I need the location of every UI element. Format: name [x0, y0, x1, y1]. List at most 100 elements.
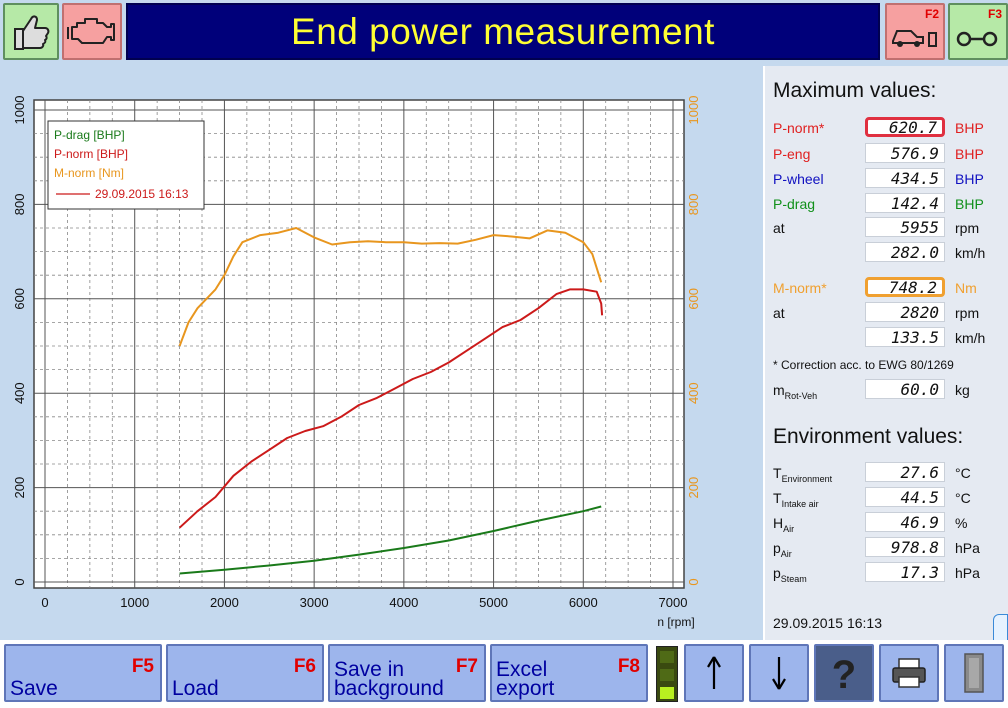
max-row-label: P-norm* [773, 120, 825, 136]
env-label-main: T [773, 465, 782, 481]
page-title: End power measurement [291, 10, 715, 52]
page-title-bar: End power measurement [126, 3, 880, 60]
load-button[interactable]: F6 Load [166, 644, 324, 702]
x-tick-label: 4000 [389, 595, 418, 610]
env-value[interactable]: 17.3 [865, 562, 945, 582]
f3-rollers-button[interactable]: F3 [948, 3, 1008, 60]
load-key: F6 [293, 656, 316, 677]
load-label: Load [172, 677, 219, 700]
max-row-unit: Nm [955, 280, 977, 296]
y-left-tick-label: 800 [12, 194, 27, 216]
f2-car-roller-button[interactable]: F2 [885, 3, 945, 60]
accept-button[interactable] [3, 3, 59, 60]
env-row-p-air: pAir 978.8 hPa [765, 537, 1008, 559]
max-row-label: at [773, 220, 785, 236]
save-in-background-button[interactable]: F7 Save in background [328, 644, 486, 702]
chart-series [178, 227, 604, 575]
env-label-sub: Steam [780, 573, 807, 584]
engine-button[interactable] [62, 3, 122, 60]
env-unit: °C [955, 465, 971, 481]
exit-button[interactable] [944, 644, 1004, 702]
env-label: TIntake air [773, 490, 819, 509]
max-row-value: 142.4 [865, 193, 945, 213]
max-row-torque-at-speed: 133.5 km/h [765, 327, 1008, 349]
y-left-tick-label: 200 [12, 477, 27, 499]
max-row-unit: BHP [955, 120, 984, 136]
series-line-p-drag [179, 505, 602, 575]
env-label: pSteam [773, 565, 807, 584]
max-row-label: M-norm* [773, 280, 827, 296]
print-button[interactable] [879, 644, 939, 702]
env-unit: % [955, 515, 968, 531]
max-row-value: 282.0 [865, 242, 945, 262]
env-value[interactable]: 44.5 [865, 487, 945, 507]
x-tick-label: 7000 [659, 595, 688, 610]
scroll-up-button[interactable] [684, 644, 744, 702]
exit-door-icon [964, 653, 984, 693]
max-row-p-wheel: P-wheel 434.5 BHP [765, 168, 1008, 190]
series-line-m-norm [178, 227, 603, 347]
max-row-unit: BHP [955, 146, 984, 162]
max-row-unit: km/h [955, 245, 986, 261]
env-label-main: T [773, 490, 782, 506]
svg-text:?: ? [832, 653, 856, 697]
env-label-sub: Air [780, 548, 792, 559]
env-value[interactable]: 46.9 [865, 512, 945, 532]
save-background-label-line1: Save in [334, 658, 405, 681]
mass-value[interactable]: 60.0 [865, 379, 945, 399]
x-tick-labels: 0 1000 2000 3000 4000 5000 6000 7000 [41, 595, 687, 610]
max-row-value: 2820 [865, 302, 945, 322]
max-row-label: P-wheel [773, 171, 824, 187]
scroll-down-button[interactable] [749, 644, 809, 702]
rollers-icon [956, 31, 998, 47]
excel-export-key: F8 [617, 656, 640, 677]
env-label-sub: Air [783, 523, 795, 534]
y-left-tick-label: 1000 [12, 96, 27, 125]
env-row-t-intake: TIntake air 44.5 °C [765, 487, 1008, 509]
values-panel: Maximum values: P-norm* 620.7 BHP P-eng … [763, 66, 1008, 640]
legend-item-m-norm: M-norm [Nm] [54, 166, 124, 180]
correction-note: * Correction acc. to EWG 80/1269 [773, 358, 954, 372]
f3-key-label: F3 [987, 7, 1002, 21]
thumbs-up-icon [14, 15, 50, 50]
arrow-up-icon [707, 656, 721, 689]
env-label-main: H [773, 515, 784, 531]
printer-icon [892, 658, 926, 688]
excel-export-button[interactable]: F8 Excel export [490, 644, 648, 702]
env-value[interactable]: 27.6 [865, 462, 945, 482]
save-key: F5 [131, 656, 154, 677]
y-right-tick-label: 200 [686, 477, 701, 499]
max-row-value: 434.5 [865, 168, 945, 188]
y-right-tick-label: 600 [686, 288, 701, 310]
chart-legend: P-drag [BHP] P-norm [BHP] M-norm [Nm] 29… [47, 120, 205, 210]
arrow-down-icon [772, 657, 786, 690]
save-button[interactable]: F5 Save [4, 644, 162, 702]
mass-label: mRot-Veh [773, 382, 817, 401]
env-value[interactable]: 978.8 [865, 537, 945, 557]
max-row-p-drag: P-drag 142.4 BHP [765, 193, 1008, 215]
help-button[interactable]: ? [814, 644, 874, 702]
header-bar: End power measurement F2 F3 [0, 0, 1008, 66]
series-line-p-norm [178, 288, 604, 529]
mass-label-main: m [773, 382, 785, 398]
led-segment-top [660, 651, 674, 663]
max-row-label: P-eng [773, 146, 811, 162]
measurement-datetime: 29.09.2015 16:13 [773, 615, 882, 631]
legend-run-datetime: 29.09.2015 16:13 [95, 187, 189, 201]
env-row-t-environment: TEnvironment 27.6 °C [765, 462, 1008, 484]
env-values-title: Environment values: [773, 425, 964, 448]
x-tick-label: 0 [41, 595, 48, 610]
env-label-sub: Intake air [781, 498, 819, 509]
save-background-label-line2: background [334, 677, 444, 700]
y-right-tick-labels: 0 200 400 600 800 1000 [686, 96, 701, 586]
max-row-unit: km/h [955, 330, 986, 346]
mass-label-sub: Rot-Veh [784, 390, 818, 401]
legend-item-p-drag: P-drag [BHP] [54, 128, 125, 142]
max-row-value: 133.5 [865, 327, 945, 347]
max-row-value: 576.9 [865, 143, 945, 163]
mass-unit: kg [955, 382, 970, 398]
save-background-label: Save in background [334, 658, 444, 700]
engine-icon [67, 18, 115, 44]
env-label: TEnvironment [773, 465, 832, 484]
x-axis-label: n [rpm] [657, 615, 694, 629]
